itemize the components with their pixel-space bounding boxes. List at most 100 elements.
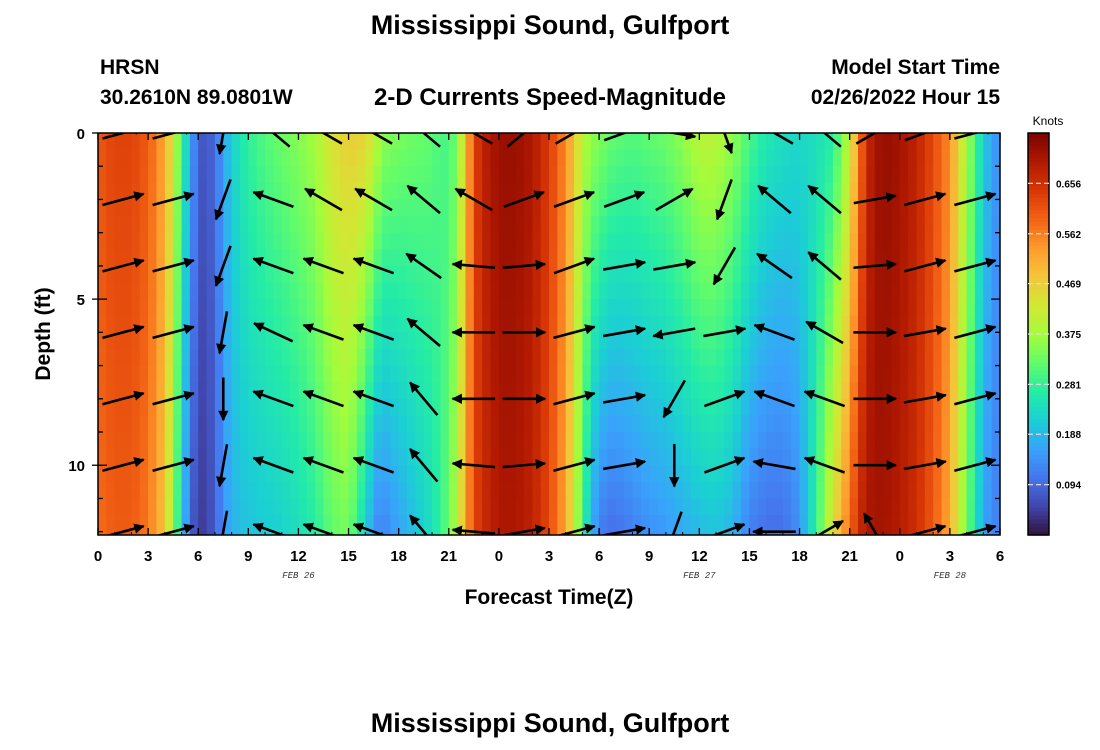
- heat-cell: [791, 232, 801, 250]
- heat-cell: [465, 498, 475, 516]
- heat-cell: [966, 448, 976, 466]
- heat-cell: [340, 216, 350, 234]
- heat-cell: [365, 348, 375, 367]
- heat-cell: [858, 515, 867, 533]
- heat-cell: [365, 315, 375, 333]
- heat-cell: [924, 382, 934, 400]
- heat-cell: [791, 348, 801, 367]
- heat-cell: [724, 348, 734, 367]
- heat-cell: [356, 199, 366, 217]
- heat-cell: [407, 398, 416, 416]
- heat-cell: [632, 216, 642, 234]
- heat-cell: [607, 182, 617, 201]
- heat-cell: [791, 216, 801, 234]
- heat-cell: [891, 149, 901, 167]
- heat-cell: [983, 265, 993, 284]
- heat-cell: [832, 315, 842, 333]
- heat-cell: [665, 199, 675, 217]
- heat-cell: [958, 415, 968, 433]
- heat-cell: [724, 315, 734, 333]
- heat-cell: [941, 299, 951, 317]
- heat-cell: [590, 299, 600, 317]
- heat-cell: [824, 481, 834, 500]
- current-arrow: [853, 192, 897, 205]
- heat-cell: [273, 515, 283, 533]
- heat-cell: [181, 282, 191, 300]
- heat-cell: [774, 282, 784, 300]
- heat-cell: [832, 348, 842, 367]
- heat-cell: [323, 232, 333, 250]
- heat-cell: [557, 199, 567, 217]
- heat-cell: [657, 481, 667, 500]
- heat-cell: [624, 149, 634, 167]
- heat-cell: [832, 398, 842, 416]
- current-arrow: [757, 184, 792, 215]
- heat-cell: [173, 448, 183, 466]
- heat-cell: [599, 282, 609, 300]
- heat-cell: [465, 332, 475, 350]
- heat-cell: [866, 299, 876, 317]
- current-arrow: [807, 251, 842, 281]
- heat-cell: [98, 265, 107, 284]
- colorbar-step: [1028, 145, 1049, 150]
- heat-cell: [774, 199, 784, 217]
- heat-cell: [231, 365, 241, 383]
- heat-cell: [123, 398, 133, 416]
- heat-cell: [782, 232, 792, 250]
- heat-cell: [331, 498, 341, 516]
- heat-cell: [256, 348, 266, 367]
- heat-cell: [198, 166, 208, 184]
- heat-cell: [908, 531, 918, 535]
- heat-cell: [373, 465, 383, 483]
- heat-cell: [356, 465, 366, 483]
- current-arrow: [957, 523, 997, 535]
- heat-cell: [473, 315, 483, 333]
- heat-cell: [741, 332, 751, 350]
- heat-cell: [423, 348, 433, 367]
- heat-cell: [699, 365, 709, 383]
- heat-cell: [966, 465, 976, 483]
- heat-cell: [590, 166, 600, 184]
- heat-cell: [615, 481, 625, 500]
- heat-cell: [298, 515, 308, 533]
- colorbar-tick-label: 0.375: [1056, 330, 1081, 341]
- heat-cell: [148, 382, 158, 400]
- heat-cell: [106, 249, 116, 267]
- heat-cell: [523, 149, 533, 167]
- heat-cell: [231, 332, 241, 350]
- heat-cell: [457, 448, 467, 466]
- heat-cell: [290, 315, 300, 333]
- heat-cell: [557, 365, 567, 383]
- heat-cell: [523, 515, 533, 533]
- heat-cell: [649, 265, 659, 284]
- heat-cell: [924, 299, 934, 317]
- heat-cell: [490, 365, 500, 383]
- heat-cell: [891, 332, 901, 350]
- heat-cell: [340, 149, 350, 167]
- heat-cell: [699, 432, 709, 450]
- heat-cell: [949, 398, 959, 416]
- heat-cell: [306, 432, 316, 450]
- heat-cell: [498, 415, 508, 433]
- heat-cell: [574, 348, 584, 367]
- heat-cell: [590, 199, 600, 217]
- heat-cell: [265, 432, 274, 450]
- heat-cell: [883, 166, 893, 184]
- heat-cell: [941, 133, 951, 151]
- y-tick-label: 5: [77, 292, 85, 309]
- heat-cell: [98, 199, 107, 217]
- heat-cell: [248, 465, 258, 483]
- heat-cell: [640, 149, 650, 167]
- heat-cell: [858, 465, 867, 483]
- heat-cell: [749, 481, 759, 500]
- heat-cell: [841, 465, 851, 483]
- heat-cell: [231, 498, 241, 516]
- heat-cell: [415, 149, 425, 167]
- heat-cell: [690, 182, 700, 201]
- heat-cell: [766, 348, 776, 367]
- heat-cell: [290, 249, 300, 267]
- current-arrow: [903, 458, 947, 471]
- heat-cell: [916, 348, 926, 367]
- heat-cell: [373, 166, 383, 184]
- heat-cell: [482, 315, 492, 333]
